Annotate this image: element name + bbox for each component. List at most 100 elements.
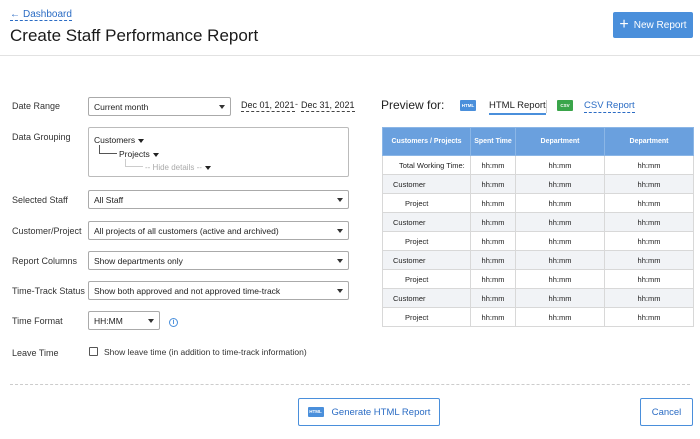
selected-staff-label: Selected Staff bbox=[12, 195, 68, 205]
row-name: Customer bbox=[382, 288, 471, 308]
tree-connector bbox=[99, 145, 117, 154]
plus-icon: + bbox=[619, 16, 629, 33]
chevron-down-icon bbox=[219, 105, 225, 109]
tab-csv-report[interactable]: CSV Report bbox=[584, 100, 635, 113]
cell-value: hh:mm bbox=[470, 307, 516, 327]
info-icon[interactable]: i bbox=[169, 318, 178, 327]
date-separator: - bbox=[295, 99, 298, 109]
cancel-button[interactable]: Cancel bbox=[640, 398, 693, 426]
preview-for-label: Preview for: bbox=[381, 98, 445, 112]
time-track-status-value: Show both approved and not approved time… bbox=[94, 285, 281, 296]
table-row: Total Working Time: hh:mm hh:mm hh:mm bbox=[382, 155, 694, 175]
cell-value: hh:mm bbox=[470, 193, 516, 213]
csv-file-icon: CSV bbox=[557, 100, 573, 111]
table-row: Project hh:mm hh:mm hh:mm bbox=[382, 269, 694, 289]
table-header-row: Customers / Projects Spent Time Departme… bbox=[382, 127, 694, 156]
chevron-down-icon bbox=[337, 198, 343, 202]
row-name: Project bbox=[382, 231, 471, 251]
report-columns-select[interactable]: Show departments only bbox=[88, 251, 349, 270]
html-file-icon: HTML bbox=[460, 100, 476, 111]
tab-html-report[interactable]: HTML Report bbox=[489, 100, 546, 115]
date-range-label: Date Range bbox=[12, 101, 61, 111]
column-header: Department bbox=[604, 127, 694, 156]
customer-project-value: All projects of all customers (active an… bbox=[94, 225, 279, 236]
top-bar: ← Dashboard Create Staff Performance Repo… bbox=[0, 0, 700, 56]
table-row: Customer hh:mm hh:mm hh:mm bbox=[382, 174, 694, 194]
table-row: Customer hh:mm hh:mm hh:mm bbox=[382, 212, 694, 232]
end-date-picker[interactable]: Dec 31, 2021 bbox=[301, 100, 355, 112]
chevron-down-icon bbox=[337, 289, 343, 293]
grouping-level-2-value: Projects bbox=[119, 149, 150, 159]
cell-value: hh:mm bbox=[604, 193, 694, 213]
row-name: Project bbox=[382, 193, 471, 213]
grouping-level-1-value: Customers bbox=[94, 135, 136, 145]
cell-value: hh:mm bbox=[515, 212, 605, 232]
row-name: Customer bbox=[382, 174, 471, 194]
date-range-select[interactable]: Current month bbox=[88, 97, 231, 116]
cell-value: hh:mm bbox=[604, 307, 694, 327]
cell-value: hh:mm bbox=[515, 174, 605, 194]
date-range-value: Current month bbox=[94, 101, 149, 112]
customer-project-select[interactable]: All projects of all customers (active an… bbox=[88, 221, 349, 240]
time-format-label: Time Format bbox=[12, 316, 63, 326]
generate-html-report-button[interactable]: HTML Generate HTML Report bbox=[298, 398, 440, 426]
generate-button-label: Generate HTML Report bbox=[331, 406, 431, 418]
footer-divider bbox=[10, 384, 690, 385]
html-file-icon: HTML bbox=[307, 407, 324, 417]
cell-value: hh:mm bbox=[604, 231, 694, 251]
caret-down-icon bbox=[204, 165, 211, 170]
row-name: Total Working Time: bbox=[382, 155, 471, 175]
new-report-button[interactable]: + New Report bbox=[613, 12, 693, 38]
cell-value: hh:mm bbox=[470, 155, 516, 175]
report-columns-label: Report Columns bbox=[12, 256, 78, 266]
data-grouping-box: Customers Projects -- Hide details -- bbox=[88, 127, 349, 177]
cell-value: hh:mm bbox=[515, 288, 605, 308]
grouping-level-3-dropdown[interactable]: -- Hide details -- bbox=[145, 163, 211, 172]
cell-value: hh:mm bbox=[604, 288, 694, 308]
cell-value: hh:mm bbox=[515, 231, 605, 251]
cell-value: hh:mm bbox=[515, 269, 605, 289]
time-format-select[interactable]: HH:MM bbox=[88, 311, 160, 330]
chevron-down-icon bbox=[148, 319, 154, 323]
page-title: Create Staff Performance Report bbox=[10, 26, 259, 45]
customer-project-label: Customer/Project bbox=[12, 226, 82, 236]
table-row: Project hh:mm hh:mm hh:mm bbox=[382, 231, 694, 251]
back-link-label: Dashboard bbox=[23, 9, 72, 20]
chevron-down-icon bbox=[337, 229, 343, 233]
caret-down-icon bbox=[138, 138, 145, 143]
time-track-status-label: Time-Track Status bbox=[12, 286, 85, 296]
caret-down-icon bbox=[152, 152, 159, 157]
cell-value: hh:mm bbox=[515, 307, 605, 327]
table-row: Project hh:mm hh:mm hh:mm bbox=[382, 307, 694, 327]
column-header: Customers / Projects bbox=[382, 127, 471, 156]
tree-connector bbox=[125, 159, 143, 167]
cell-value: hh:mm bbox=[515, 250, 605, 270]
column-header: Department bbox=[515, 127, 605, 156]
chevron-down-icon bbox=[337, 259, 343, 263]
time-format-value: HH:MM bbox=[94, 315, 123, 326]
cell-value: hh:mm bbox=[470, 231, 516, 251]
selected-staff-value: All Staff bbox=[94, 194, 124, 205]
cell-value: hh:mm bbox=[515, 155, 605, 175]
grouping-level-3-value: -- Hide details -- bbox=[145, 163, 202, 172]
cell-value: hh:mm bbox=[470, 269, 516, 289]
grouping-level-2-dropdown[interactable]: Projects bbox=[119, 149, 159, 159]
grouping-level-1-dropdown[interactable]: Customers bbox=[94, 135, 145, 145]
row-name: Customer bbox=[382, 212, 471, 232]
selected-staff-select[interactable]: All Staff bbox=[88, 190, 349, 209]
table-row: Project hh:mm hh:mm hh:mm bbox=[382, 193, 694, 213]
leave-time-checkbox-label[interactable]: Show leave time (in addition to time-tra… bbox=[104, 347, 307, 357]
arrow-left-icon: ← bbox=[10, 9, 20, 20]
back-to-dashboard-link[interactable]: ← Dashboard bbox=[10, 9, 72, 21]
cell-value: hh:mm bbox=[604, 155, 694, 175]
leave-time-checkbox[interactable] bbox=[89, 347, 98, 356]
cell-value: hh:mm bbox=[470, 250, 516, 270]
leave-time-label: Leave Time bbox=[12, 348, 59, 358]
time-track-status-select[interactable]: Show both approved and not approved time… bbox=[88, 281, 349, 300]
start-date-picker[interactable]: Dec 01, 2021 bbox=[241, 100, 295, 112]
cell-value: hh:mm bbox=[470, 288, 516, 308]
tab-divider bbox=[546, 100, 547, 113]
report-preview-table: Customers / Projects Spent Time Departme… bbox=[382, 127, 694, 327]
cell-value: hh:mm bbox=[604, 174, 694, 194]
table-row: Customer hh:mm hh:mm hh:mm bbox=[382, 250, 694, 270]
